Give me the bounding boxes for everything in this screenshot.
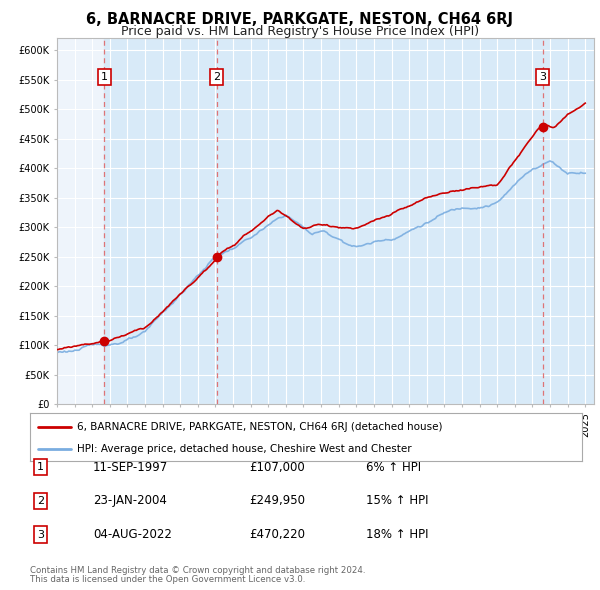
Text: 6, BARNACRE DRIVE, PARKGATE, NESTON, CH64 6RJ (detached house): 6, BARNACRE DRIVE, PARKGATE, NESTON, CH6…: [77, 421, 442, 431]
Bar: [104, 38, 217, 404]
Text: HPI: Average price, detached house, Cheshire West and Chester: HPI: Average price, detached house, Ches…: [77, 444, 412, 454]
Text: 6, BARNACRE DRIVE, PARKGATE, NESTON, CH64 6RJ: 6, BARNACRE DRIVE, PARKGATE, NESTON, CH6…: [86, 12, 514, 27]
Text: 1: 1: [37, 463, 44, 472]
Text: 2: 2: [37, 496, 44, 506]
Text: This data is licensed under the Open Government Licence v3.0.: This data is licensed under the Open Gov…: [30, 575, 305, 584]
Text: 6% ↑ HPI: 6% ↑ HPI: [366, 461, 421, 474]
Text: 11-SEP-1997: 11-SEP-1997: [93, 461, 168, 474]
Text: £249,950: £249,950: [249, 494, 305, 507]
Text: 18% ↑ HPI: 18% ↑ HPI: [366, 528, 428, 541]
Text: 3: 3: [37, 530, 44, 539]
Text: £107,000: £107,000: [249, 461, 305, 474]
Text: 15% ↑ HPI: 15% ↑ HPI: [366, 494, 428, 507]
Text: 3: 3: [539, 72, 546, 82]
Text: £470,220: £470,220: [249, 528, 305, 541]
Text: Price paid vs. HM Land Registry's House Price Index (HPI): Price paid vs. HM Land Registry's House …: [121, 25, 479, 38]
Text: 23-JAN-2004: 23-JAN-2004: [93, 494, 167, 507]
Text: 04-AUG-2022: 04-AUG-2022: [93, 528, 172, 541]
Bar: [543, 38, 594, 404]
Bar: [217, 38, 543, 404]
Text: 2: 2: [213, 72, 220, 82]
Text: Contains HM Land Registry data © Crown copyright and database right 2024.: Contains HM Land Registry data © Crown c…: [30, 566, 365, 575]
Text: 1: 1: [101, 72, 108, 82]
